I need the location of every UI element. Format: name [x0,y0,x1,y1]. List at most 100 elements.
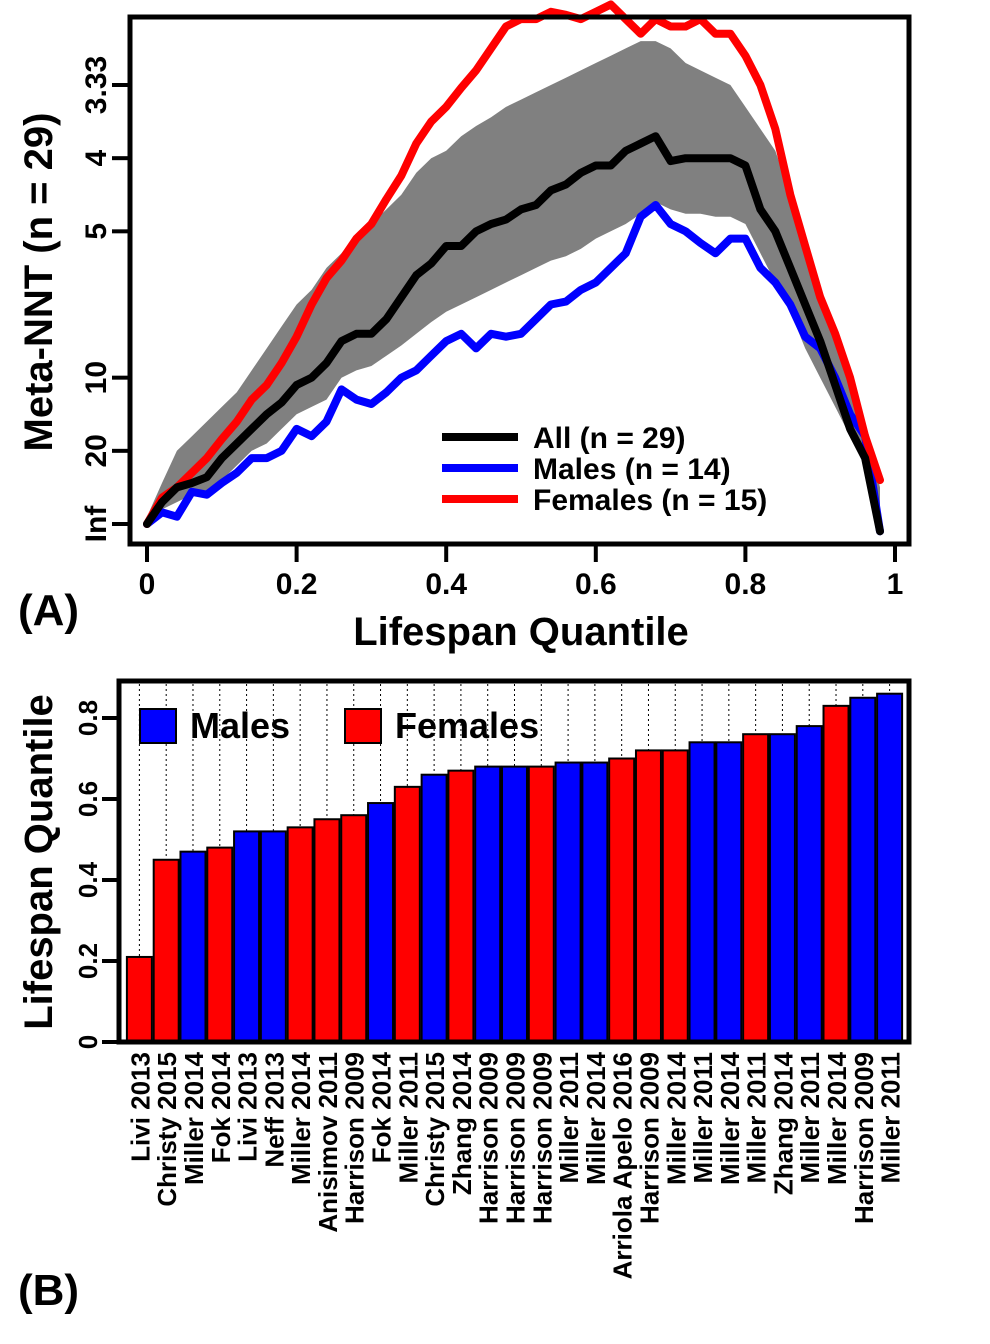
panel-a-plot-frame [127,14,912,547]
bar [661,749,689,1044]
y-tick-label: 0 [73,1035,103,1049]
bar [474,765,502,1043]
x-category-label: Anisimov 2011 [313,1052,343,1233]
x-tick-label: 0.4 [425,568,467,601]
x-category-label: Harrison 2009 [340,1052,370,1224]
bar [152,858,180,1043]
bar [822,704,850,1043]
panel-b-plot-frame [116,678,912,1045]
panel-b-legend: Males Females [139,705,539,746]
x-category-label: Miller 2014 [715,1051,745,1185]
x-tick-label: 1 [887,568,904,601]
y-tick-label: 5 [80,223,113,240]
legend-females-label: Females [395,705,539,746]
bar [849,696,877,1043]
y-tick-label: 0.4 [73,861,103,898]
x-category-label: Harrison 2009 [634,1052,664,1224]
panel-b-bars [125,692,904,1044]
panel-b: Lifespan Quantile (B) 0 0.2 0.4 0.6 0.8 Livi… [17,678,912,1315]
x-category-label: Livi 2013 [125,1052,155,1162]
x-category-label: Harrison 2009 [527,1052,557,1224]
y-tick-label: 4 [80,150,113,167]
y-tick-label: Inf [80,505,113,543]
x-category-label: Zhang 2014 [447,1051,477,1195]
legend-males-label: Males [190,705,290,746]
bar [742,733,770,1043]
legend-males-label: Males (n = 14) [533,453,731,486]
x-category-label: Harrison 2009 [849,1052,879,1224]
x-category-label: Fok 2014 [367,1051,397,1163]
x-category-label: Harrison 2009 [501,1052,531,1224]
x-category-label: Miller 2011 [688,1052,718,1184]
panel-a-label: (A) [18,586,79,635]
x-category-label: Arriola Apelo 2016 [608,1052,638,1279]
series-females-line [143,0,884,528]
bar [876,692,904,1043]
panel-a-x-ticks: 0 0.2 0.4 0.6 0.8 1 [139,546,904,601]
panel-a-y-axis-label: Meta-NNT (n = 29) [17,113,61,452]
bar [340,814,368,1044]
x-category-label: Miller 2014 [661,1051,691,1185]
x-category-label: Zhang 2014 [768,1051,798,1195]
y-tick-label: 3.33 [80,56,113,114]
x-tick-label: 0 [139,568,156,601]
panel-a-y-ticks: Inf 20 10 5 4 3.33 [80,56,128,543]
y-tick-label: 20 [80,434,113,467]
x-category-label: Miller 2011 [554,1052,584,1184]
x-tick-label: 0.6 [575,568,617,601]
series-all-line [143,132,884,536]
x-tick-label: 0.2 [276,568,318,601]
series-males-line [143,201,884,536]
bar [125,955,153,1044]
panel-a-x-axis-label: Lifespan Quantile [353,610,689,654]
panel-b-y-axis-label: Lifespan Quantile [17,694,61,1030]
bar [608,757,636,1043]
x-category-label: Fok 2014 [206,1051,236,1163]
bar [501,765,528,1043]
bar [206,846,234,1043]
x-category-label: Miller 2014 [581,1051,611,1185]
y-tick-label: 0.6 [73,781,103,817]
legend-all-label: All (n = 29) [533,422,686,455]
x-category-label: Christy 2015 [152,1052,182,1207]
x-category-label: Miller 2011 [393,1052,423,1184]
bar [795,725,823,1043]
bar [688,741,716,1043]
x-category-label: Miller 2011 [795,1052,825,1184]
x-category-label: Miller 2011 [876,1052,906,1184]
bar [393,785,421,1043]
panel-a: Meta-NNT (n = 29) Lifespan Quantile (A) … [17,0,912,654]
bar [634,749,662,1044]
x-category-label: Miller 2011 [742,1052,772,1184]
panel-b-y-ticks: 0 0.2 0.4 0.6 0.8 [73,700,117,1049]
bar [447,769,475,1044]
legend-males-swatch [139,708,177,744]
bar [527,765,555,1043]
panel-b-label: (B) [18,1266,79,1315]
legend-females-label: Females (n = 15) [533,484,767,517]
bar [768,733,796,1043]
legend-females-swatch [344,708,382,744]
x-category-label: Miller 2014 [286,1051,316,1185]
x-category-label: Christy 2015 [420,1052,450,1207]
x-category-label: Harrison 2009 [474,1052,504,1224]
panel-a-legend: All (n = 29)Males (n = 14)Females (n = 1… [442,422,767,517]
bar [259,830,287,1044]
bar [367,802,395,1043]
bar [286,826,314,1043]
bar [313,818,341,1043]
x-tick-label: 0.8 [725,568,767,601]
bar [581,761,609,1043]
bar [233,830,261,1044]
x-category-label: Neff 2013 [259,1052,289,1168]
x-category-label: Livi 2013 [233,1052,263,1162]
bar [554,761,582,1043]
bar [420,773,448,1043]
y-tick-label: 0.2 [73,943,103,979]
y-tick-label: 0.8 [73,700,103,736]
x-category-label: Miller 2014 [179,1051,209,1185]
bar [179,850,207,1044]
y-tick-label: 10 [80,361,113,394]
bar [715,741,743,1043]
